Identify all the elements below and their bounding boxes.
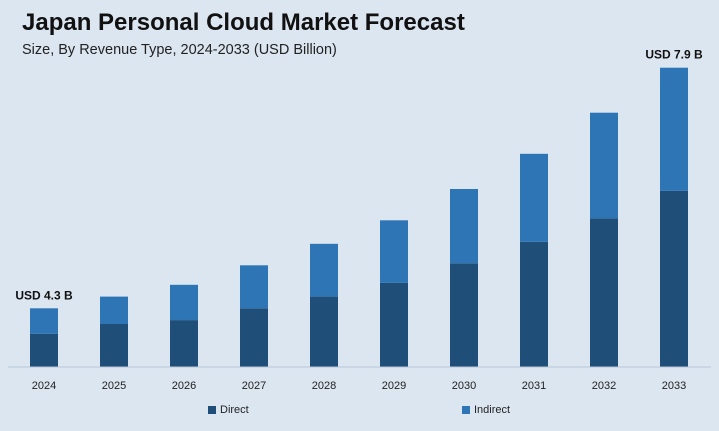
x-tick-label-2026: 2026 — [172, 380, 196, 392]
x-tick-label-2033: 2033 — [662, 380, 686, 392]
chart-subtitle: Size, By Revenue Type, 2024-2033 (USD Bi… — [22, 42, 337, 58]
bar-direct-2026 — [170, 320, 198, 367]
annotation-2024: USD 4.3 B — [15, 288, 73, 302]
x-tick-label-2027: 2027 — [242, 380, 266, 392]
x-tick-label-2031: 2031 — [522, 380, 546, 392]
x-tick-label-2030: 2030 — [452, 380, 476, 392]
bar-direct-2031 — [520, 241, 548, 367]
bar-indirect-2028 — [310, 243, 338, 297]
x-tick-label-2024: 2024 — [32, 380, 56, 392]
legend-item-indirect: Indirect — [462, 404, 510, 416]
bar-indirect-2033 — [660, 67, 688, 191]
legend-label-indirect: Indirect — [474, 404, 511, 416]
bar-indirect-2024 — [30, 308, 58, 334]
bar-indirect-2027 — [240, 265, 268, 309]
chart-title: Japan Personal Cloud Market Forecast — [22, 9, 465, 36]
bar-indirect-2029 — [380, 220, 408, 283]
bar-direct-2027 — [240, 308, 268, 367]
bar-direct-2029 — [380, 282, 408, 367]
bar-direct-2033 — [660, 190, 688, 367]
annotations: USD 4.3 B USD 7.9 B — [15, 48, 703, 303]
bar-direct-2024 — [30, 333, 58, 367]
legend-label-direct: Direct — [220, 404, 249, 416]
legend: Direct Indirect — [0, 404, 719, 420]
x-tick-label-2028: 2028 — [312, 380, 336, 392]
bar-direct-2028 — [310, 296, 338, 367]
x-tick-label-2029: 2029 — [382, 380, 406, 392]
bar-direct-2025 — [100, 324, 128, 367]
bar-direct-2030 — [450, 263, 478, 367]
bar-indirect-2030 — [450, 189, 478, 264]
bar-indirect-2032 — [590, 112, 618, 219]
bars-group — [30, 67, 688, 367]
annotation-2033: USD 7.9 B — [645, 48, 703, 62]
bar-indirect-2026 — [170, 284, 198, 320]
x-tick-labels: 2024 2025 2026 2027 2028 2029 2030 2031 2032 2033 — [32, 380, 686, 392]
legend-item-direct: Direct — [208, 404, 249, 416]
x-tick-label-2025: 2025 — [102, 380, 126, 392]
bar-indirect-2031 — [520, 153, 548, 242]
bar-direct-2032 — [590, 218, 618, 367]
x-tick-label-2032: 2032 — [592, 380, 616, 392]
legend-swatch-indirect — [462, 406, 470, 414]
legend-swatch-direct — [208, 406, 216, 414]
bar-indirect-2025 — [100, 296, 128, 324]
